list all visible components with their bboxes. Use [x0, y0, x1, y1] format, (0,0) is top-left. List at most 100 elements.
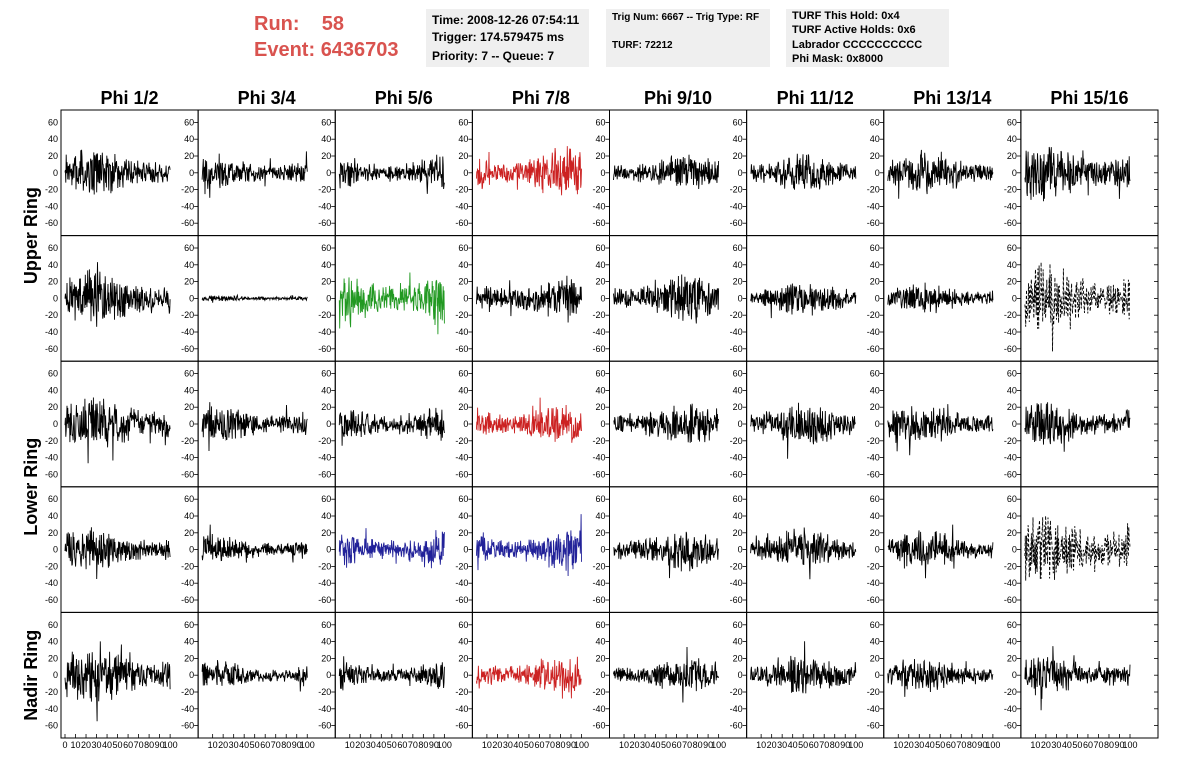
x-tick-label: 80: [830, 740, 840, 750]
y-tick-label: 0: [463, 419, 468, 429]
y-tick-label: -20: [318, 310, 331, 320]
y-tick-label: 40: [595, 385, 605, 395]
x-tick-label: 90: [840, 740, 850, 750]
x-tick-label: 50: [524, 740, 534, 750]
y-tick-label: 0: [189, 419, 194, 429]
y-tick-label: -40: [592, 201, 605, 211]
trace-4-4: [475, 514, 582, 577]
y-tick-label: -20: [730, 436, 743, 446]
y-tick-label: -40: [730, 578, 743, 588]
x-tick-label: 0: [62, 740, 67, 750]
y-tick-label: 60: [184, 243, 194, 253]
y-tick-label: 0: [875, 419, 880, 429]
y-tick-label: 0: [600, 419, 605, 429]
x-tick-label: 80: [555, 740, 565, 750]
y-tick-label: -60: [318, 595, 331, 605]
trace-5-8: [1024, 646, 1131, 711]
x-tick-label: 100: [848, 740, 863, 750]
y-tick-label: 40: [1007, 637, 1017, 647]
x-tick-label: 40: [925, 740, 935, 750]
trace-5-7: [887, 658, 994, 697]
y-tick-label: 60: [595, 620, 605, 630]
x-tick-label: 50: [250, 740, 260, 750]
y-tick-label: -40: [455, 327, 468, 337]
trace-1-8: [1024, 146, 1131, 202]
y-tick-label: 0: [875, 293, 880, 303]
y-tick-label: 0: [53, 670, 58, 680]
x-tick-label: 30: [777, 740, 787, 750]
y-tick-label: -40: [181, 578, 194, 588]
y-tick-label: 0: [189, 293, 194, 303]
trace-2-3: [338, 272, 445, 335]
x-tick-label: 60: [672, 740, 682, 750]
y-tick-label: 0: [53, 293, 58, 303]
x-tick-label: 80: [144, 740, 154, 750]
trigger-text: Trigger: 174.579475 ms: [432, 30, 565, 44]
y-tick-label: -60: [181, 595, 194, 605]
y-tick-label: -20: [45, 310, 58, 320]
y-tick-label: 60: [184, 620, 194, 630]
trig-info-box: Trig Num: 6667 -- Trig Type: RF TURF: 72…: [606, 9, 770, 67]
y-tick-label: 60: [184, 117, 194, 127]
y-tick-label: 0: [189, 545, 194, 555]
y-tick-label: -60: [181, 218, 194, 228]
x-tick-label: 100: [574, 740, 589, 750]
y-tick-label: -20: [592, 436, 605, 446]
turf-text: TURF: 72212: [612, 40, 673, 51]
x-tick-label: 10: [482, 740, 492, 750]
column-header-8: Phi 15/16: [1050, 88, 1128, 108]
y-tick-label: 20: [458, 277, 468, 287]
trace-3-2: [201, 402, 308, 452]
y-tick-label: 40: [48, 511, 58, 521]
x-tick-label: 70: [408, 740, 418, 750]
y-tick-label: 60: [1007, 620, 1017, 630]
y-tick-label: -20: [1004, 310, 1017, 320]
y-tick-label: 40: [595, 637, 605, 647]
y-tick-label: 40: [733, 385, 743, 395]
y-tick-label: 40: [458, 134, 468, 144]
y-tick-label: 40: [870, 134, 880, 144]
trace-4-5: [613, 531, 720, 579]
trace-5-2: [201, 660, 308, 692]
y-tick-label: 0: [463, 168, 468, 178]
x-tick-label: 90: [292, 740, 302, 750]
y-tick-label: 20: [321, 151, 331, 161]
y-tick-label: 0: [1012, 545, 1017, 555]
y-tick-label: 60: [595, 243, 605, 253]
y-tick-label: -40: [867, 704, 880, 714]
y-tick-label: 20: [870, 277, 880, 287]
y-tick-label: -60: [730, 595, 743, 605]
y-tick-label: -60: [867, 469, 880, 479]
trace-4-3: [338, 528, 445, 569]
x-tick-label: 80: [1104, 740, 1114, 750]
y-tick-label: -60: [867, 218, 880, 228]
column-header-4: Phi 7/8: [512, 88, 570, 108]
y-tick-label: 20: [870, 402, 880, 412]
y-tick-label: 40: [184, 637, 194, 647]
y-tick-label: -60: [730, 218, 743, 228]
y-tick-label: 20: [48, 151, 58, 161]
y-tick-label: 60: [321, 620, 331, 630]
y-tick-label: -20: [181, 185, 194, 195]
trace-5-6: [750, 641, 857, 694]
x-tick-label: 50: [387, 740, 397, 750]
x-tick-label: 20: [630, 740, 640, 750]
y-tick-label: -60: [730, 721, 743, 731]
x-tick-label: 50: [661, 740, 671, 750]
y-tick-label: 60: [458, 494, 468, 504]
y-tick-label: 20: [321, 402, 331, 412]
y-tick-label: -40: [1004, 704, 1017, 714]
trace-2-1: [64, 262, 171, 327]
y-tick-label: 20: [733, 151, 743, 161]
y-tick-label: -40: [455, 704, 468, 714]
y-tick-label: -40: [1004, 327, 1017, 337]
y-tick-label: 0: [738, 293, 743, 303]
y-tick-label: 60: [48, 117, 58, 127]
y-tick-label: -20: [867, 185, 880, 195]
y-tick-label: 40: [184, 511, 194, 521]
x-tick-label: 30: [640, 740, 650, 750]
y-tick-label: 60: [48, 494, 58, 504]
y-tick-label: 40: [184, 134, 194, 144]
y-tick-label: -40: [730, 453, 743, 463]
y-tick-label: 60: [733, 620, 743, 630]
